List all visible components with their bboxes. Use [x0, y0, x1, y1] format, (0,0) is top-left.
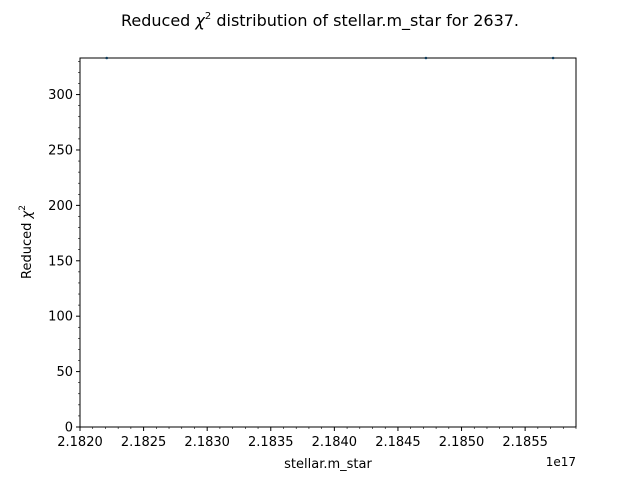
plot-frame: [79, 57, 577, 428]
y-axis-ticks: 0 50 100 150 200 250 300: [48, 61, 80, 436]
y-tick-label: 150: [48, 254, 73, 269]
y-axis-label-chi: χ: [20, 209, 35, 219]
y-axis-label: Reduced χ2: [18, 205, 35, 279]
chart-title-prefix: Reduced: [121, 11, 195, 30]
y-axis-label-prefix: Reduced: [20, 218, 35, 278]
chart-title-sup: 2: [205, 11, 211, 22]
x-tick-label: 2.1825: [121, 435, 167, 450]
plot-area: [80, 58, 576, 427]
x-tick-label: 2.1840: [312, 435, 358, 450]
chart-title: Reduced χ2 distribution of stellar.m_sta…: [121, 11, 519, 31]
x-axis-offset-label: 1e17: [546, 455, 576, 469]
chart-title-suffix: distribution of stellar.m_star for 2637.: [211, 11, 519, 31]
x-tick-label: 2.1845: [375, 435, 421, 450]
y-tick-label: 100: [48, 310, 73, 325]
y-axis-label-sup: 2: [18, 205, 28, 211]
x-tick-label: 2.1855: [502, 435, 548, 450]
x-tick-label: 2.1830: [184, 435, 230, 450]
y-tick-label: 50: [56, 365, 73, 380]
x-tick-label: 2.1820: [57, 435, 103, 450]
y-tick-label: 300: [48, 88, 73, 103]
x-axis-label: stellar.m_star: [284, 457, 372, 472]
y-tick-label: 0: [65, 421, 73, 436]
y-tick-label: 250: [48, 143, 73, 158]
chart-title-chi: χ: [194, 11, 205, 30]
x-tick-label: 2.1850: [439, 435, 485, 450]
x-axis-ticks: 2.1820 2.1825 2.1830 2.1835 2.1840 2.1845 2.18…: [57, 427, 577, 450]
plot-background: [80, 58, 576, 427]
x-tick-label: 2.1835: [248, 435, 294, 450]
y-tick-label: 200: [48, 199, 73, 214]
